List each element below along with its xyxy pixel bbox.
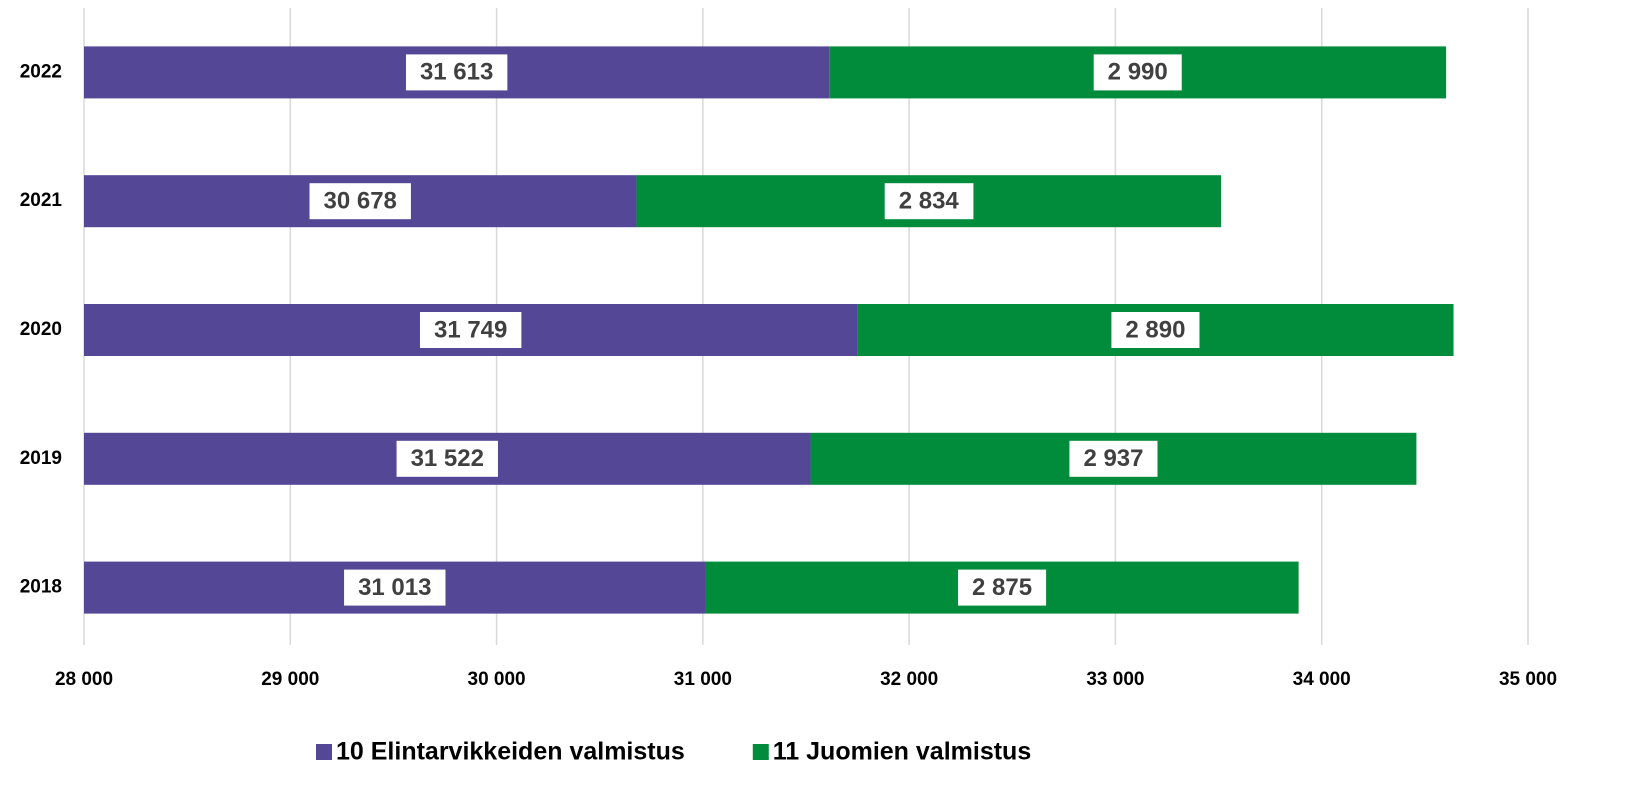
y-tick-label: 2018 [20, 577, 62, 598]
x-tick-label: 35 000 [1499, 669, 1557, 690]
data-label: 2 890 [1125, 316, 1185, 343]
x-tick-label: 28 000 [55, 669, 113, 690]
x-tick-label: 29 000 [261, 669, 319, 690]
data-label-box [344, 569, 446, 606]
y-tick-label: 2021 [20, 190, 63, 211]
legend-label: 11 Juomien valmistus [773, 738, 1031, 766]
data-label-box [396, 440, 498, 477]
data-label: 2 937 [1083, 445, 1143, 472]
data-label-box [419, 312, 522, 348]
data-label-box [958, 569, 1047, 606]
x-tick-label: 31 000 [674, 669, 732, 690]
y-tick-label: 2022 [20, 61, 62, 82]
data-label-box [1111, 312, 1200, 348]
data-label: 31 613 [420, 59, 493, 86]
legend-label: 10 Elintarvikkeiden valmistus [336, 738, 685, 766]
data-label: 2 990 [1108, 59, 1168, 86]
x-tick-label: 30 000 [468, 669, 526, 690]
data-label: 2 875 [972, 574, 1032, 601]
data-label-box [1093, 54, 1182, 91]
data-label-box [405, 54, 508, 91]
data-label: 30 678 [324, 188, 397, 215]
data-label-box [309, 183, 411, 220]
y-tick-label: 2019 [20, 448, 62, 469]
x-tick-label: 34 000 [1293, 669, 1351, 690]
legend-swatch [316, 744, 332, 760]
legend-swatch [752, 744, 769, 760]
data-label-box [1069, 440, 1158, 477]
y-tick-label: 2020 [20, 319, 62, 340]
data-label: 2 834 [899, 188, 960, 215]
data-label-box [884, 183, 974, 220]
x-tick-label: 33 000 [1086, 669, 1144, 690]
x-tick-label: 32 000 [880, 669, 938, 690]
data-label: 31 749 [434, 316, 507, 343]
data-label: 31 522 [411, 445, 484, 472]
data-label: 31 013 [358, 574, 431, 601]
